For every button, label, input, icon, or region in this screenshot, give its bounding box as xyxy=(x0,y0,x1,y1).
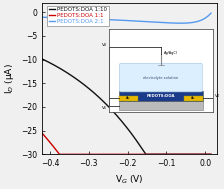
PEDOTS:DOA 1:10 xyxy=(144,153,147,155)
PEDOTS:DOA 1:10 xyxy=(140,147,143,149)
Line: PEDOTS:DOA 2:1: PEDOTS:DOA 2:1 xyxy=(42,13,211,23)
PEDOTS:DOA 1:1 xyxy=(154,153,157,155)
PEDOTS:DOA 2:1 xyxy=(41,16,44,18)
PEDOTS:DOA 1:1 xyxy=(85,153,87,155)
PEDOTS:DOA 2:1 xyxy=(117,19,120,21)
PEDOTS:DOA 1:1 xyxy=(168,153,171,155)
PEDOTS:DOA 1:10 xyxy=(41,58,44,60)
PEDOTS:DOA 2:1 xyxy=(154,21,156,23)
Y-axis label: I$_{D}$ (μA): I$_{D}$ (μA) xyxy=(3,63,16,94)
Line: PEDOTS:DOA 1:10: PEDOTS:DOA 1:10 xyxy=(42,59,211,154)
PEDOTS:DOA 2:1 xyxy=(84,18,87,20)
PEDOTS:DOA 1:1 xyxy=(118,153,120,155)
PEDOTS:DOA 2:1 xyxy=(179,22,182,24)
Line: PEDOTS:DOA 1:1: PEDOTS:DOA 1:1 xyxy=(42,133,211,154)
Legend: PEDOTS:DOA 1:10, PEDOTS:DOA 1:1, PEDOTS:DOA 2:1: PEDOTS:DOA 1:10, PEDOTS:DOA 1:1, PEDOTS:… xyxy=(47,5,109,26)
PEDOTS:DOA 2:1 xyxy=(210,12,212,14)
PEDOTS:DOA 1:10 xyxy=(84,85,87,87)
PEDOTS:DOA 1:1 xyxy=(141,153,143,155)
PEDOTS:DOA 1:10 xyxy=(117,116,120,119)
X-axis label: V$_{G}$ (V): V$_{G}$ (V) xyxy=(115,174,144,186)
PEDOTS:DOA 2:1 xyxy=(168,22,171,24)
PEDOTS:DOA 1:1 xyxy=(71,153,74,155)
PEDOTS:DOA 1:10 xyxy=(210,153,212,155)
PEDOTS:DOA 2:1 xyxy=(140,20,143,22)
PEDOTS:DOA 1:10 xyxy=(71,75,73,77)
PEDOTS:DOA 1:1 xyxy=(210,153,212,155)
PEDOTS:DOA 1:1 xyxy=(41,132,44,135)
PEDOTS:DOA 1:10 xyxy=(168,153,171,155)
PEDOTS:DOA 2:1 xyxy=(71,17,73,19)
PEDOTS:DOA 1:10 xyxy=(154,153,157,155)
PEDOTS:DOA 1:1 xyxy=(58,153,61,155)
